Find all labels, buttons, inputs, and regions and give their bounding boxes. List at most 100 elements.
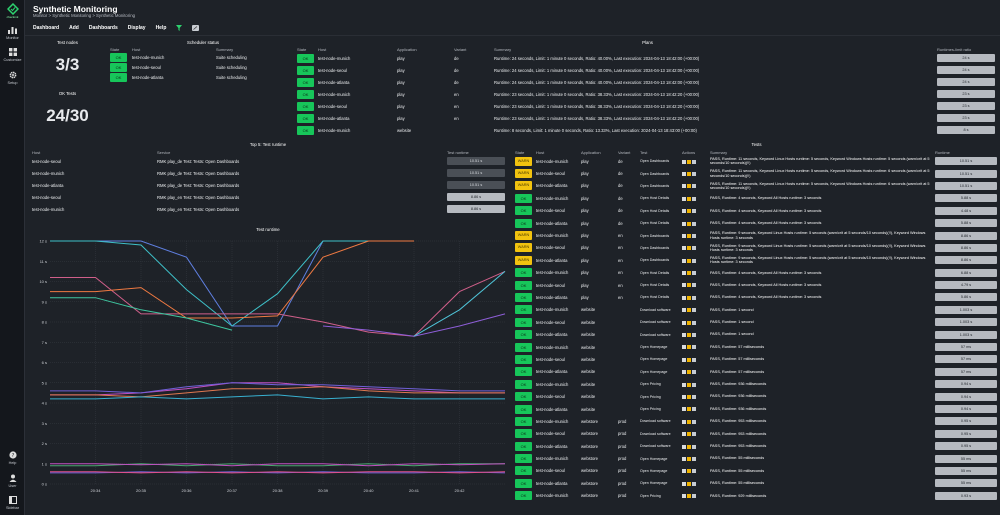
series-line[interactable] <box>50 382 505 394</box>
menu-icon[interactable] <box>682 258 686 263</box>
host-cell[interactable]: test-node-seoul <box>536 319 565 325</box>
col-host[interactable]: Host <box>536 150 545 155</box>
menu-icon[interactable] <box>682 221 686 226</box>
status-badge[interactable]: WARN <box>515 231 532 241</box>
host-cell[interactable]: test-node-atlanta <box>536 257 568 263</box>
ratio-bar[interactable]: 23 s <box>937 90 995 98</box>
host-cell[interactable]: test-node-munich <box>536 195 569 201</box>
menu-add[interactable]: Add <box>69 25 79 31</box>
series-line[interactable] <box>50 471 506 474</box>
status-badge[interactable]: OK <box>515 280 532 290</box>
host-cell[interactable]: test-node-atlanta <box>536 480 568 486</box>
ratio-bar[interactable]: 8 s <box>937 126 995 134</box>
menu-icon[interactable] <box>682 271 686 276</box>
status-badge[interactable]: OK <box>515 478 532 488</box>
graph-icon[interactable] <box>692 271 696 276</box>
table-row[interactable]: test-node-atlanta RMK play_de Test: Tests… <box>30 179 510 191</box>
col-summary[interactable]: Summary <box>216 47 234 52</box>
graph-icon[interactable] <box>692 469 696 474</box>
folder-icon[interactable] <box>687 159 691 164</box>
series-line[interactable] <box>50 386 505 398</box>
series-line[interactable] <box>50 240 414 327</box>
status-badge[interactable]: OK <box>515 268 532 278</box>
status-badge[interactable]: WARN <box>515 255 532 265</box>
host-cell[interactable]: test-node-seoul <box>536 394 565 400</box>
table-row[interactable]: OK test-node-seoul website Download softwar… <box>513 316 997 328</box>
table-row[interactable]: OK test-node-atlanta Suite scheduling <box>108 72 298 82</box>
runtime-bar[interactable]: 10.51 s <box>447 157 505 165</box>
series-line[interactable] <box>50 463 506 467</box>
col-variant[interactable]: Variant <box>618 150 631 155</box>
table-row[interactable]: OK test-node-munich play en Open Host Detail… <box>513 267 997 279</box>
host-cell[interactable]: test-node-seoul <box>536 208 565 214</box>
menu-icon[interactable] <box>682 382 686 387</box>
runtime-bar[interactable]: 8.86 s <box>447 193 505 201</box>
status-badge[interactable]: OK <box>515 305 532 315</box>
nav-help[interactable]: ? Help <box>0 451 25 465</box>
ratio-bar[interactable]: 23 s <box>937 114 995 122</box>
col-ratio[interactable]: Runtimes-limit ratio <box>937 47 972 52</box>
status-badge[interactable]: OK <box>515 193 532 203</box>
status-badge[interactable]: OK <box>297 77 314 87</box>
host-cell[interactable]: test-node-munich <box>318 91 351 97</box>
service-cell[interactable]: RMK play_de Test: Tests: Open Dashboards <box>157 170 240 176</box>
col-host[interactable]: Host <box>32 150 41 155</box>
runtime-bar[interactable]: 1.003 s <box>935 305 997 314</box>
table-row[interactable]: OK test-node-munich webstore prod Download s… <box>513 415 997 427</box>
series-line[interactable] <box>50 270 506 337</box>
test-cell[interactable]: Download software <box>640 332 671 337</box>
col-state[interactable]: State <box>110 47 120 52</box>
host-cell[interactable]: test-node-munich <box>536 307 569 313</box>
host-cell[interactable]: test-node-munich <box>132 54 165 60</box>
nav-monitor[interactable]: Monitor <box>0 26 25 40</box>
runtime-bar[interactable]: 57 ms <box>935 355 997 364</box>
col-host[interactable]: Host <box>132 47 141 52</box>
table-row[interactable]: test-node-munich RMK play_en Test: Tests:… <box>30 203 510 215</box>
graph-icon[interactable] <box>692 395 696 399</box>
ratio-bar[interactable]: 23 s <box>937 102 995 110</box>
table-row[interactable]: WARN test-node-munich play de Open Dashboard… <box>513 155 997 167</box>
table-row[interactable]: OK test-node-seoul play en Open Host Details… <box>513 279 997 291</box>
host-cell[interactable]: test-node-seoul <box>536 468 565 474</box>
folder-icon[interactable] <box>687 333 691 338</box>
host-cell[interactable]: test-node-atlanta <box>536 183 568 189</box>
graph-icon[interactable] <box>692 308 696 313</box>
runtime-bar[interactable]: 0.95 s <box>935 417 997 426</box>
folder-icon[interactable] <box>687 295 691 300</box>
menu-icon[interactable] <box>682 407 686 412</box>
test-cell[interactable]: Open Host Details <box>640 196 670 201</box>
host-cell[interactable]: test-node-munich <box>536 344 569 350</box>
checkmk-logo[interactable]: checkmk <box>3 3 22 19</box>
graph-icon[interactable] <box>692 171 696 176</box>
ratio-bar[interactable]: 24 s <box>937 54 995 62</box>
table-row[interactable]: WARN test-node-seoul play en Open Dashboards… <box>513 242 997 254</box>
service-cell[interactable]: RMK play_de Test: Tests: Open Dashboards <box>157 182 240 188</box>
graph-icon[interactable] <box>692 345 696 350</box>
graph-icon[interactable] <box>692 432 696 437</box>
folder-icon[interactable] <box>687 444 691 449</box>
col-service[interactable]: Service <box>157 150 171 155</box>
service-cell[interactable]: RMK play_de Test: Tests: Open Dashboards <box>157 158 240 164</box>
status-badge[interactable]: OK <box>297 53 314 63</box>
runtime-bar[interactable]: 4.79 s <box>935 281 997 290</box>
table-row[interactable]: test-node-seoul RMK play_de Test: Tests: … <box>30 155 510 167</box>
menu-icon[interactable] <box>682 246 686 251</box>
test-cell[interactable]: Open Host Details <box>640 283 670 288</box>
host-cell[interactable]: test-node-atlanta <box>536 220 568 226</box>
menu-icon[interactable] <box>682 295 686 300</box>
status-badge[interactable]: OK <box>515 354 532 364</box>
menu-icon[interactable] <box>682 209 686 214</box>
status-badge[interactable]: OK <box>515 454 532 464</box>
status-badge[interactable]: OK <box>515 441 532 451</box>
folder-icon[interactable] <box>687 432 691 437</box>
table-row[interactable]: WARN test-node-atlanta play de Open Dashboar… <box>513 180 997 192</box>
graph-icon[interactable] <box>692 333 696 338</box>
table-row[interactable]: OK test-node-seoul play de Runtime: 24 secon… <box>295 64 995 76</box>
host-cell[interactable]: test-node-seoul <box>536 171 565 177</box>
menu-icon[interactable] <box>682 432 686 437</box>
runtime-bar[interactable]: 5.88 s <box>935 219 997 228</box>
host-cell[interactable]: test-node-atlanta <box>536 443 568 449</box>
graph-icon[interactable] <box>692 494 696 499</box>
menu-icon[interactable] <box>682 357 686 362</box>
folder-icon[interactable] <box>687 196 691 201</box>
